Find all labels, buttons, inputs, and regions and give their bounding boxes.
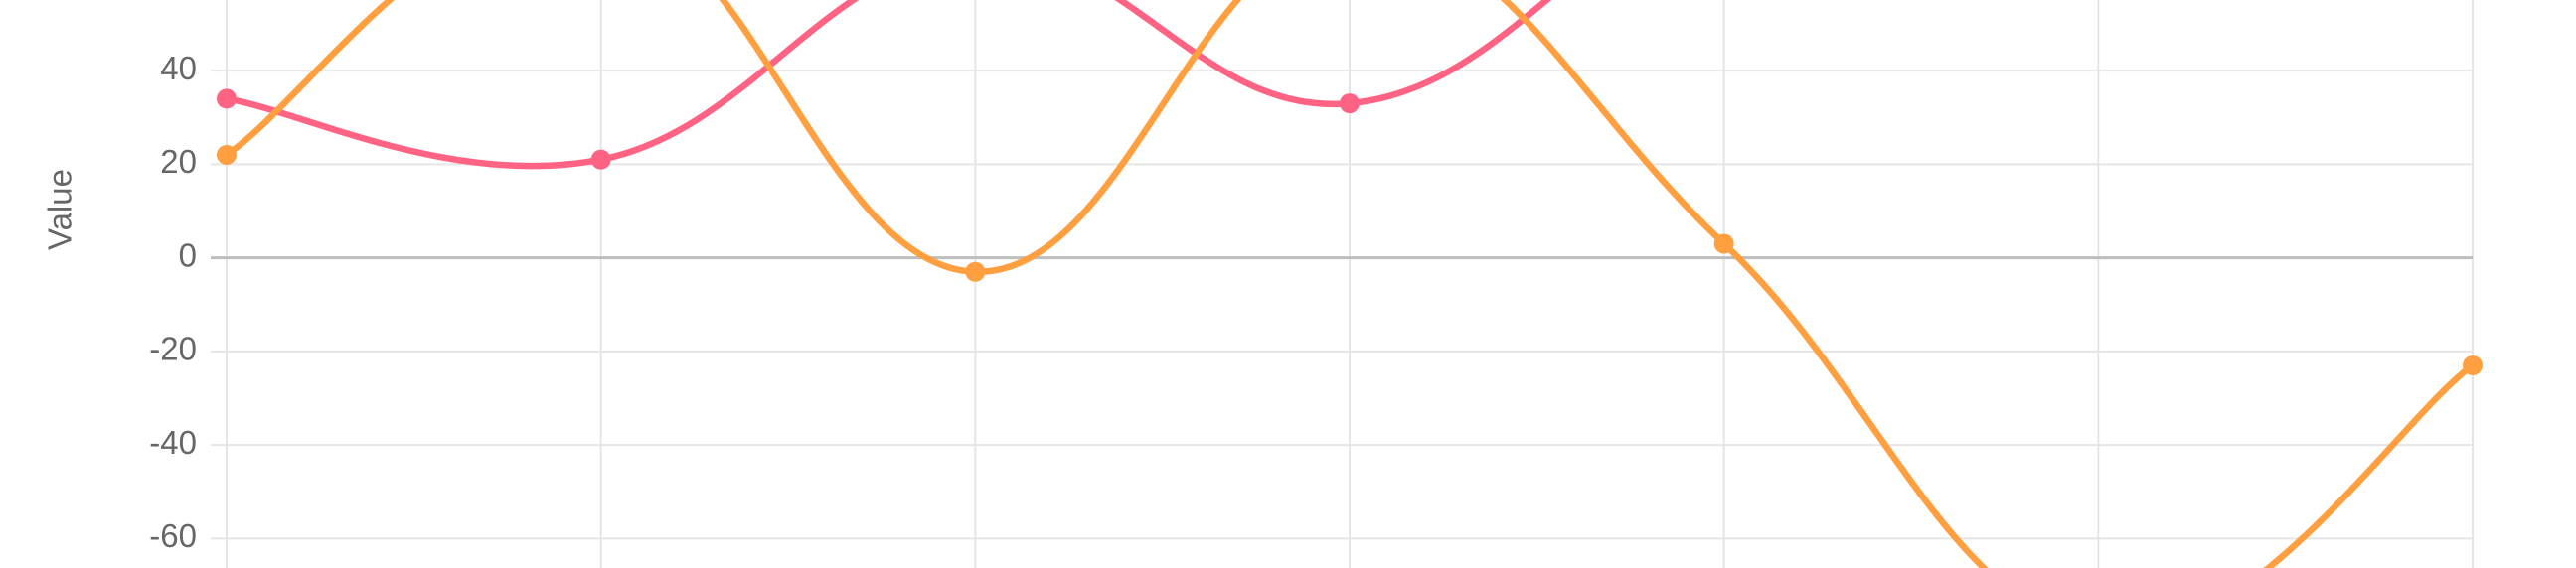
- data-point: [590, 149, 611, 170]
- data-point: [1713, 233, 1734, 254]
- data-point: [1340, 93, 1360, 114]
- data-point: [2463, 355, 2483, 375]
- y-tick-label: -40: [149, 424, 197, 461]
- y-tick-label: 20: [160, 143, 197, 180]
- y-tick-label: 0: [179, 236, 197, 273]
- data-point: [217, 88, 237, 109]
- plot-area: [217, 0, 2483, 568]
- y-axis-title: Value: [42, 169, 79, 250]
- y-tick-label: -60: [149, 517, 197, 554]
- data-point: [965, 261, 986, 282]
- y-tick-label: 40: [160, 50, 197, 86]
- data-point: [217, 144, 237, 165]
- y-tick-label: -20: [149, 331, 197, 367]
